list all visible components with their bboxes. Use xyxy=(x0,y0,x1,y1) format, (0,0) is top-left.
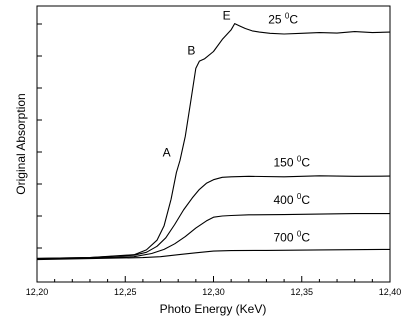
curve-temperature-label: 700 0C xyxy=(274,229,311,244)
x-tick-label: 12,20 xyxy=(26,287,49,297)
peak-label: E xyxy=(223,9,231,23)
series-line xyxy=(36,23,391,259)
x-tick-label: 12,35 xyxy=(290,287,313,297)
curve-annotations: A B E 25 0C 150 0C 400 0C 700 0C xyxy=(163,9,311,245)
series-line xyxy=(36,213,390,260)
x-tick-label: 12,40 xyxy=(379,287,402,297)
plot-frame xyxy=(36,5,391,283)
series-line xyxy=(36,175,391,259)
data-curves xyxy=(36,23,391,261)
axis-ticks xyxy=(36,23,391,282)
x-tick-label: 12,30 xyxy=(202,287,225,297)
x-axis-title: Photo Energy (KeV) xyxy=(160,302,267,316)
peak-label: A xyxy=(163,145,171,159)
x-tick-labels: 12,20 12,25 12,30 12,35 12,40 xyxy=(26,287,402,297)
curve-temperature-label: 150 0C xyxy=(274,154,311,169)
peak-label: B xyxy=(187,44,195,58)
x-tick-label: 12,25 xyxy=(114,287,137,297)
curve-temperature-label: 25 0C xyxy=(268,12,298,27)
y-axis-title: Original Absorption xyxy=(14,93,28,194)
curve-temperature-label: 400 0C xyxy=(274,192,311,207)
series-line xyxy=(36,248,391,261)
